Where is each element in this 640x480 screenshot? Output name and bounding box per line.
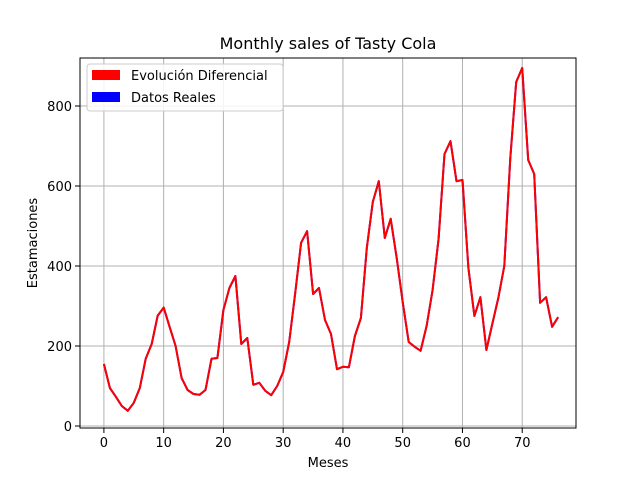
y-tick-label: 0 <box>64 420 72 435</box>
x-tick-label: 30 <box>275 436 292 451</box>
x-tick-label: 50 <box>394 436 411 451</box>
legend-label-datos-reales: Datos Reales <box>131 91 216 106</box>
x-axis-label: Meses <box>308 456 349 471</box>
series-line-0 <box>102 67 559 412</box>
x-tick-label: 60 <box>454 436 471 451</box>
legend-box <box>86 63 284 112</box>
y-tick-label: 600 <box>47 180 72 195</box>
series-lines <box>102 67 559 412</box>
plot-frame <box>79 57 577 429</box>
x-axis-ticks: 0 10 20 30 40 50 60 70 <box>100 428 531 451</box>
grid <box>80 58 576 428</box>
chart-title: Monthly sales of Tasty Cola <box>220 34 437 53</box>
legend-label-evolucion: Evolución Diferencial <box>131 69 268 84</box>
y-axis-label: Estamaciones <box>26 198 41 289</box>
y-tick-label: 400 <box>47 260 72 275</box>
legend: Evolución Diferencial Datos Reales <box>86 63 284 112</box>
series-line-1 <box>102 67 559 412</box>
y-tick-label: 800 <box>47 100 72 115</box>
x-tick-label: 10 <box>155 436 172 451</box>
legend-swatch-evolucion <box>92 70 120 80</box>
x-tick-label: 70 <box>514 436 531 451</box>
x-tick-label: 0 <box>100 436 108 451</box>
y-axis-ticks: 0 200 400 600 800 <box>47 100 80 435</box>
x-tick-label: 20 <box>215 436 232 451</box>
x-tick-label: 40 <box>335 436 352 451</box>
legend-swatch-datos-reales <box>92 92 120 102</box>
y-tick-label: 200 <box>47 340 72 355</box>
